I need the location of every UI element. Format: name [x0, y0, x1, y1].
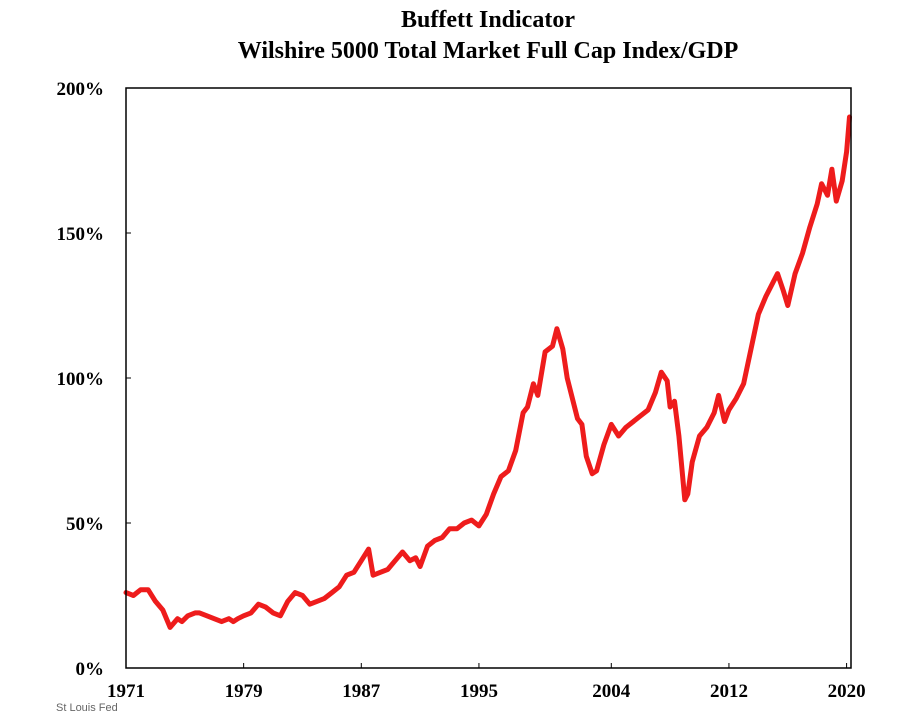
- y-tick-label: 50%: [66, 514, 104, 535]
- x-tick-label: 1979: [225, 681, 263, 702]
- x-tick-label: 2020: [828, 681, 866, 702]
- plot-frame: [125, 87, 852, 669]
- x-tick-label: 1995: [460, 681, 498, 702]
- y-tick-label: 200%: [57, 79, 105, 100]
- y-tick-label: 0%: [76, 659, 105, 680]
- chart-subtitle: Wilshire 5000 Total Market Full Cap Inde…: [238, 38, 739, 64]
- x-tick-label: 1971: [107, 681, 145, 702]
- x-tick-label: 2004: [592, 681, 631, 702]
- x-axis-ticks: 1971 1979 1987 1995 2004 2012 2020: [107, 663, 866, 702]
- x-tick-label: 1987: [342, 681, 381, 702]
- series-line: [123, 114, 852, 630]
- y-axis-ticks: 0% 50% 100% 150% 200%: [57, 79, 131, 680]
- chart-title: Buffett Indicator: [401, 7, 575, 33]
- source-note: St Louis Fed: [56, 702, 118, 714]
- y-tick-label: 100%: [57, 369, 105, 390]
- y-tick-label: 150%: [57, 224, 105, 245]
- x-tick-label: 2012: [710, 681, 748, 702]
